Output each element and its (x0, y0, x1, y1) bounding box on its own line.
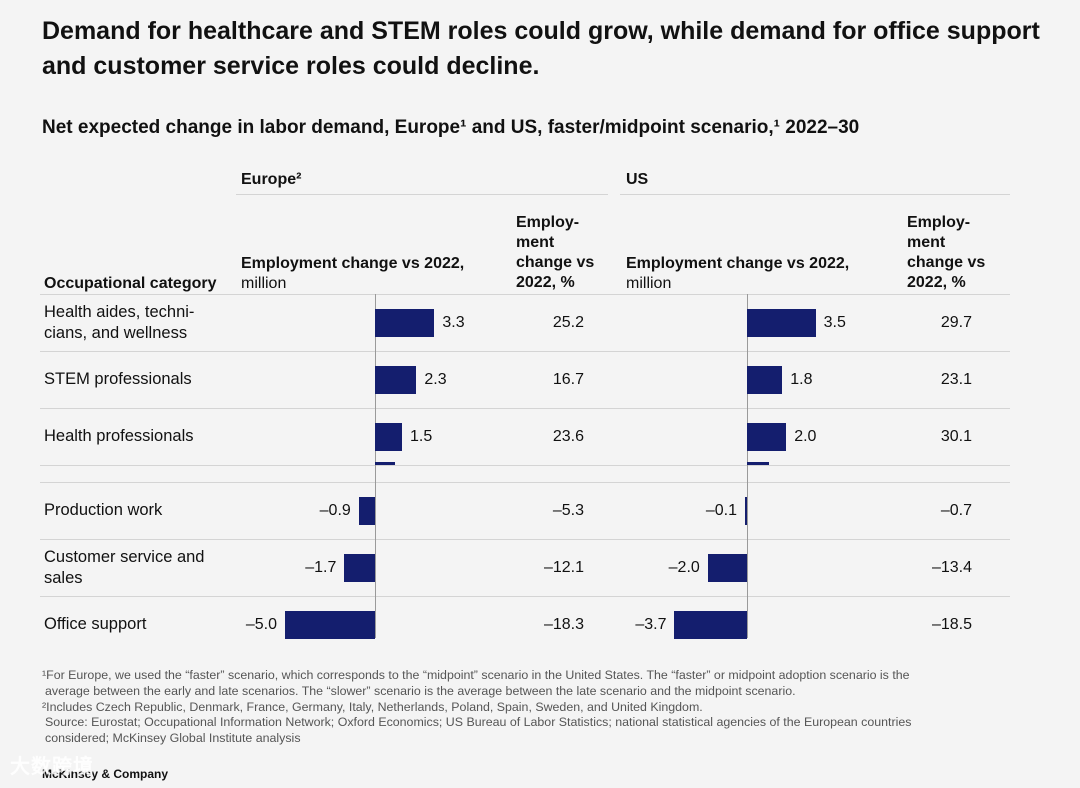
bar (375, 308, 435, 337)
category-label-line: Production work (44, 501, 163, 519)
chart-title: Demand for healthcare and STEM roles cou… (42, 17, 1040, 80)
legend-bar-sample (747, 462, 769, 465)
pct-change-value: 25.2 (552, 313, 584, 331)
category-label-line: STEM professionals (44, 370, 192, 388)
divider (620, 194, 1010, 195)
bar (375, 365, 417, 394)
pct-header-us: Employ- ment change vs 2022, % (907, 213, 985, 293)
emp-change-header-label: Employment change vs 2022, (626, 255, 850, 272)
emp-change-header-us: Employment change vs 2022, million (626, 254, 849, 294)
bar-value-label: 1.5 (410, 427, 433, 445)
bar (358, 496, 375, 525)
row-divider (40, 465, 1010, 466)
row-divider (40, 408, 1010, 409)
pct-change-value: –0.7 (940, 501, 972, 519)
chart-subtitle: Net expected change in labor demand, Eur… (42, 117, 860, 138)
bar (747, 308, 816, 337)
pct-header-line: ment (907, 234, 946, 251)
row-divider (40, 482, 1010, 483)
bar (674, 610, 747, 639)
bar-value-label: –2.0 (668, 558, 700, 576)
pct-header-europe: Employ- ment change vs 2022, % (516, 213, 594, 293)
bar-value-label: 1.8 (790, 370, 813, 388)
pct-header-line: change vs (907, 254, 986, 271)
pct-header-line: ment (516, 234, 555, 251)
bar-value-label: 3.5 (823, 313, 846, 331)
category-label-line: Customer service and (44, 547, 205, 566)
category-label: STEM professionals (44, 369, 224, 390)
watermark: 大数跨境 (10, 756, 94, 778)
bar-value-label: –5.0 (245, 615, 277, 633)
pct-change-value: –18.5 (931, 615, 972, 633)
category-label-line: Health professionals (44, 427, 194, 445)
bar-value-label: –1.7 (305, 558, 337, 576)
pct-header-line: 2022, % (907, 274, 966, 291)
category-header: Occupational category (44, 275, 217, 292)
bar (344, 553, 375, 582)
bar-value-label: 3.3 (442, 313, 465, 331)
category-label-line: Health aides, techni- (44, 302, 195, 321)
emp-change-header-unit: million (626, 275, 672, 292)
category-label-line: cians, and wellness (44, 323, 188, 342)
panel-title-us: US (626, 171, 649, 188)
pct-change-value: –13.4 (931, 558, 972, 576)
pct-header-line: change vs (516, 254, 595, 271)
pct-change-value: 16.7 (552, 370, 584, 388)
brand-logo: McKinsey & Company (42, 767, 169, 781)
category-label: Office support (44, 614, 224, 635)
emp-change-header-label: Employment change vs 2022, (241, 255, 465, 272)
category-label-line: Office support (44, 615, 147, 633)
category-label: Production work (44, 500, 224, 521)
pct-change-value: 30.1 (940, 427, 972, 445)
pct-change-value: –18.3 (543, 615, 584, 633)
bar-value-label: –0.1 (705, 501, 737, 519)
footnote-2: ²Includes Czech Republic, Denmark, Franc… (42, 699, 703, 714)
bar (707, 553, 747, 582)
panel-title-europe: Europe² (241, 171, 302, 188)
row-divider (40, 596, 1010, 597)
header-divider (40, 294, 1010, 295)
bar (747, 422, 787, 451)
zero-axis (375, 294, 376, 638)
pct-change-value: 23.6 (552, 427, 584, 445)
emp-change-header-europe: Employment change vs 2022, million (241, 254, 464, 294)
bar (747, 365, 783, 394)
bar (285, 610, 375, 639)
bar-value-label: 2.3 (424, 370, 447, 388)
pct-header-line: Employ- (907, 214, 971, 231)
bar-value-label: –0.9 (319, 501, 351, 519)
bar (375, 422, 402, 451)
category-label: Customer service and sales (44, 547, 224, 589)
footnotes: ¹For Europe, we used the “faster” scenar… (42, 668, 1042, 747)
pct-change-value: –12.1 (543, 558, 584, 576)
pct-change-value: 29.7 (940, 313, 972, 331)
emp-change-header-unit: million (241, 275, 287, 292)
pct-change-value: –5.3 (552, 501, 584, 519)
row-divider (40, 351, 1010, 352)
source-note: Source: Eurostat; Occupational Informati… (45, 715, 912, 730)
footnote-1-cont: average between the early and late scena… (45, 683, 796, 698)
bar-value-label: –3.7 (635, 615, 667, 633)
pct-header-line: Employ- (516, 214, 580, 231)
legend-bar-sample (375, 462, 395, 465)
bar (745, 496, 748, 525)
category-label: Health professionals (44, 426, 224, 447)
footnote-1: ¹For Europe, we used the “faster” scenar… (42, 668, 910, 682)
row-divider (40, 539, 1010, 540)
source-note-cont: considered; McKinsey Global Institute an… (45, 731, 301, 746)
pct-change-value: 23.1 (940, 370, 972, 388)
category-label-line: sales (44, 568, 83, 587)
pct-header-line: 2022, % (516, 274, 575, 291)
bar-value-label: 2.0 (794, 427, 817, 445)
category-label: Health aides, techni-cians, and wellness (44, 302, 224, 344)
zero-axis (747, 294, 748, 638)
divider (236, 194, 608, 195)
